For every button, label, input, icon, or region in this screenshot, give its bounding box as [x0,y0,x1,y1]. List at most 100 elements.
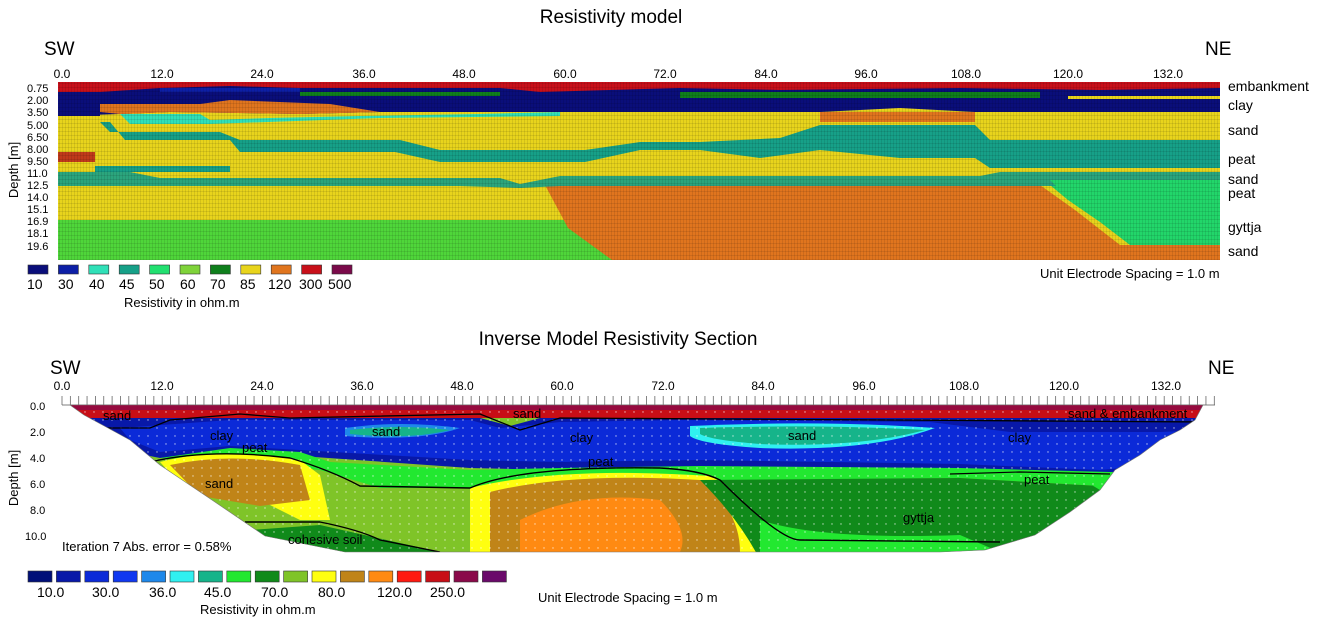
iteration-label: Iteration 7 Abs. error = 0.58% [62,539,232,554]
annotation-peat: peat [242,440,268,455]
annotation-sand: sand [372,424,400,439]
bottom-legend-value: 80.0 [318,584,345,600]
bottom-depth-tick: 0.0 [30,401,45,413]
top-legend-value: 10 [27,276,43,292]
top-x-tick: 96.0 [854,67,878,81]
bottom-model-outline [69,404,1204,553]
legend-swatch [179,264,201,275]
bottom-x-tick: 12.0 [150,379,174,393]
bottom-depth-tick: 4.0 [30,453,45,465]
legend-swatch [311,570,337,583]
top-x-tick: 48.0 [452,67,476,81]
legend-swatch [112,570,138,583]
legend-swatch [240,264,262,275]
legend-swatch [453,570,479,583]
bottom-x-tick: 36.0 [350,379,374,393]
top-y-label: Depth [m] [6,142,21,198]
bottom-unit-spacing: Unit Electrode Spacing = 1.0 m [538,590,718,605]
top-x-tick: 36.0 [352,67,376,81]
legend-swatch [254,570,280,583]
legend-swatch [482,570,507,583]
bottom-model [70,405,1203,552]
bottom-x-tick: 60.0 [550,379,574,393]
bottom-depth-ticks: 0.0 2.0 4.0 6.0 8.0 10.0 [25,401,46,543]
bottom-x-tick: 132.0 [1151,379,1181,393]
legend-swatch [368,570,394,583]
top-legend-values: 10 30 40 45 50 60 70 85 120 300 500 [27,276,352,292]
legend-swatch [88,264,110,275]
annotation-clay: clay [210,428,234,443]
bottom-legend-value: 70.0 [261,584,288,600]
top-layer-label: clay [1228,97,1253,113]
bottom-y-label: Depth [m] [6,450,21,506]
top-legend-value: 60 [180,276,196,292]
bottom-legend-value: 30.0 [92,584,119,600]
bottom-depth-tick: 10.0 [25,531,46,543]
top-depth-tick: 18.1 [27,228,48,240]
top-x-tick: 132.0 [1153,67,1183,81]
legend-swatch [58,264,79,275]
bottom-annotations: sand sand sand sand & embankment clay cl… [103,406,1188,547]
bottom-x-tick: 0.0 [54,379,71,393]
bottom-dir-right: NE [1208,358,1234,379]
top-depth-tick: 8.00 [27,144,48,156]
top-depth-ticks: 0.75 2.00 3.50 5.00 6.50 8.00 9.50 11.0 … [27,83,48,253]
annotation-sand: sand [513,406,541,421]
top-dir-right: NE [1205,39,1231,60]
top-depth-tick: 19.6 [27,241,48,253]
legend-swatch [283,570,308,583]
annotation-sand-embankment: sand & embankment [1068,406,1188,421]
annotation-sand: sand [205,476,233,491]
bottom-title: Inverse Model Resistivity Section [479,329,758,350]
legend-swatch [198,570,223,583]
bottom-depth-tick: 2.0 [30,427,45,439]
top-legend-swatches [27,264,353,275]
legend-swatch [331,264,353,275]
annotation-clay: clay [1008,430,1032,445]
top-depth-tick: 5.00 [27,120,48,132]
legend-swatch [118,264,140,275]
top-legend-value: 500 [328,276,352,292]
top-legend-value: 300 [299,276,323,292]
top-layer-label: gyttja [1228,219,1262,235]
top-layer-label: embankment [1228,78,1309,94]
annotation-peat: peat [588,454,614,469]
annotation-sand: sand [103,408,131,423]
top-layer-label: sand [1228,122,1258,138]
top-depth-tick: 2.00 [27,95,48,107]
bottom-depth-tick: 6.0 [30,479,45,491]
legend-swatch [210,264,231,275]
bottom-legend-swatches [27,570,507,583]
legend-swatch [149,264,170,275]
bottom-depth-tick: 8.0 [30,505,45,517]
top-legend-value: 70 [210,276,226,292]
top-title: Resistivity model [540,7,683,28]
legend-swatch [84,570,110,583]
legend-swatch [396,570,422,583]
top-layer-labels: embankment clay sand peat sand peat gytt… [1228,78,1309,259]
top-x-tick: 108.0 [951,67,981,81]
bottom-x-tick: 96.0 [852,379,876,393]
top-depth-tick: 0.75 [27,83,48,95]
legend-swatch [27,570,53,583]
top-layer-label: sand [1228,243,1258,259]
top-x-tick: 12.0 [150,67,174,81]
bottom-legend-value: 36.0 [149,584,176,600]
top-layer-label: peat [1228,185,1255,201]
top-legend-title: Resistivity in ohm.m [124,295,240,310]
top-legend: 10 30 40 45 50 60 70 85 120 300 500 Resi… [27,264,353,310]
legend-swatch [270,264,292,275]
top-x-tick: 84.0 [754,67,778,81]
top-dir-left: SW [44,39,75,60]
top-x-tick: 0.0 [54,67,71,81]
top-depth-tick: 12.5 [27,180,48,192]
bottom-dir-left: SW [50,358,81,379]
legend-swatch [425,570,450,583]
legend-swatch [169,570,195,583]
bottom-x-tick: 108.0 [949,379,979,393]
bottom-axis-ruler [61,396,1215,406]
top-x-tick: 24.0 [250,67,274,81]
top-layer-label: peat [1228,151,1255,167]
top-depth-tick: 6.50 [27,132,48,144]
legend-swatch [340,570,365,583]
